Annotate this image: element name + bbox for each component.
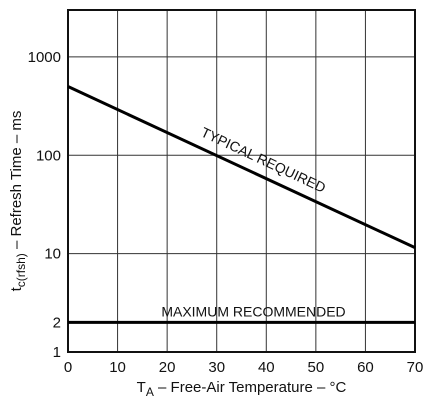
y-axis-subscript: c(rfsh) bbox=[14, 253, 28, 287]
x-tick-label: 50 bbox=[308, 359, 325, 376]
series-lines bbox=[67, 85, 416, 324]
series-line bbox=[67, 85, 416, 250]
x-axis-text: – Free-Air Temperature – °C bbox=[154, 379, 347, 396]
y-tick-label: 2 bbox=[53, 314, 61, 331]
x-axis-symbol: T bbox=[137, 379, 146, 396]
x-tick-label: 20 bbox=[159, 359, 176, 376]
y-axis-title: tc(rfsh) – Refresh Time – ms bbox=[8, 111, 28, 292]
x-tick-label: 70 bbox=[407, 359, 424, 376]
y-axis-text: – Refresh Time – ms bbox=[8, 111, 25, 254]
y-tick-label: 1000 bbox=[28, 49, 61, 66]
x-tick-label: 40 bbox=[258, 359, 275, 376]
x-tick-label: 60 bbox=[357, 359, 374, 376]
y-tick-label: 10 bbox=[44, 246, 61, 263]
grid bbox=[68, 10, 415, 352]
y-tick-label: 1 bbox=[53, 344, 61, 361]
x-tick-label: 30 bbox=[208, 359, 225, 376]
y-axis-symbol: t bbox=[8, 286, 25, 291]
series-label: MAXIMUM RECOMMENDED bbox=[161, 303, 345, 319]
x-axis-title: TA – Free-Air Temperature – °C bbox=[137, 379, 347, 399]
x-tick-label: 0 bbox=[64, 359, 72, 376]
plot-frame bbox=[67, 9, 416, 353]
x-tick-label: 10 bbox=[109, 359, 126, 376]
y-tick-label: 100 bbox=[36, 147, 61, 164]
axes bbox=[67, 9, 416, 353]
series-label: TYPICAL REQUIRED bbox=[199, 124, 329, 196]
x-axis-subscript: A bbox=[146, 385, 154, 399]
